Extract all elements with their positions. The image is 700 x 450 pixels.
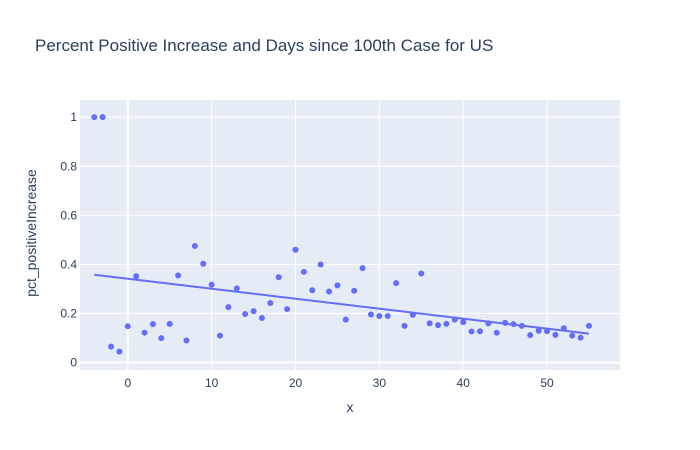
data-point <box>367 311 374 318</box>
data-point <box>560 325 567 332</box>
y-tick-label: 0.6 <box>60 208 77 222</box>
x-axis-title: x <box>347 399 354 415</box>
data-point <box>510 321 517 328</box>
data-point <box>502 319 509 326</box>
data-point <box>91 114 98 121</box>
chart-title: Percent Positive Increase and Days since… <box>35 36 493 55</box>
data-point <box>166 320 173 327</box>
data-point <box>183 337 190 344</box>
y-tick-label: 1 <box>70 110 77 124</box>
data-point <box>309 287 316 294</box>
data-point <box>544 328 551 335</box>
data-point <box>535 327 542 334</box>
data-point <box>460 319 467 326</box>
data-point <box>124 323 131 330</box>
data-point <box>225 304 232 311</box>
data-point <box>577 334 584 341</box>
y-tick-label: 0 <box>70 356 77 370</box>
data-point <box>493 329 500 336</box>
y-axis-title: pct_positiveIncrease <box>23 169 39 297</box>
y-tick-labels: 0 0.2 0.4 0.6 0.8 1 <box>60 110 77 369</box>
data-point <box>191 243 198 250</box>
y-tick-label: 0.4 <box>60 257 77 271</box>
data-point <box>158 335 165 342</box>
data-point <box>443 320 450 327</box>
x-tick-label: 50 <box>540 376 554 390</box>
data-point <box>233 285 240 292</box>
data-point <box>258 314 265 321</box>
data-point <box>401 322 408 329</box>
data-point <box>149 321 156 328</box>
data-point <box>418 270 425 277</box>
grid <box>80 100 620 370</box>
data-point <box>359 265 366 272</box>
data-point <box>250 308 257 315</box>
data-point <box>217 332 224 339</box>
data-point <box>342 316 349 323</box>
data-point <box>267 299 274 306</box>
data-point <box>393 280 400 287</box>
x-tick-label: 30 <box>373 376 387 390</box>
x-tick-label: 0 <box>124 376 131 390</box>
x-tick-label: 20 <box>289 376 303 390</box>
data-point <box>569 332 576 339</box>
x-tick-labels: 0 10 20 30 40 50 <box>124 376 554 390</box>
data-point <box>284 306 291 313</box>
data-point <box>133 273 140 280</box>
y-tick-label: 0.2 <box>60 307 77 321</box>
data-point <box>468 328 475 335</box>
data-point <box>426 320 433 327</box>
data-point <box>208 281 215 288</box>
data-point <box>585 322 592 329</box>
data-point <box>527 332 534 339</box>
x-tick-label: 40 <box>457 376 471 390</box>
data-point <box>409 311 416 318</box>
data-point <box>451 316 458 323</box>
data-point <box>99 114 106 121</box>
data-point <box>141 329 148 336</box>
y-tick-label: 0.8 <box>60 159 77 173</box>
data-point <box>292 246 299 253</box>
data-point <box>300 268 307 275</box>
data-point <box>485 320 492 327</box>
data-point <box>326 288 333 295</box>
data-point <box>200 260 207 267</box>
data-point <box>317 261 324 268</box>
data-point <box>552 331 559 338</box>
data-point <box>435 322 442 329</box>
x-tick-label: 10 <box>205 376 219 390</box>
data-point <box>108 343 115 350</box>
data-point <box>242 311 249 318</box>
data-point <box>116 348 123 355</box>
data-point <box>518 322 525 329</box>
data-point <box>476 328 483 335</box>
data-point <box>376 313 383 319</box>
data-points <box>91 114 592 355</box>
data-point <box>384 313 391 319</box>
data-point <box>175 272 182 279</box>
data-point <box>334 282 341 289</box>
data-point <box>351 287 358 294</box>
data-point <box>275 274 282 281</box>
